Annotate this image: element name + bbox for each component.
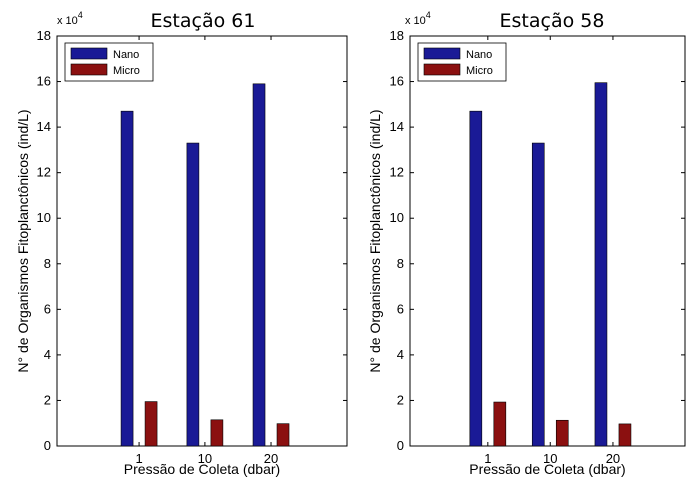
y-tick-label: 8 — [44, 256, 51, 271]
y-axis-label: N° de Organismos Fitoplanctônicos (ind/L… — [15, 109, 31, 372]
chart-title: Estação 61 — [151, 10, 256, 32]
y-tick-label: 6 — [44, 301, 51, 316]
y-tick-label: 10 — [390, 210, 404, 225]
y-tick-label: 12 — [37, 165, 51, 180]
bar-nano-20 — [252, 83, 266, 447]
x-tick-label: 10 — [543, 451, 557, 466]
bar-nano-1 — [120, 110, 134, 447]
axes-box — [409, 35, 686, 447]
y-axis-label: N° de Organismos Fitoplanctônicos (ind/L… — [367, 109, 383, 372]
y-tick-label: 16 — [37, 74, 51, 89]
y-tick-label: 0 — [44, 438, 51, 453]
x-tick-label: 10 — [198, 451, 212, 466]
y-exponent-power: 4 — [426, 10, 431, 20]
legend-label-micro: Micro — [466, 65, 493, 77]
legend-label-nano: Nano — [466, 49, 492, 61]
x-tick-label: 20 — [606, 451, 620, 466]
bar-nano-10 — [186, 142, 200, 447]
legend-label-nano: Nano — [113, 49, 139, 61]
bar-micro-20 — [618, 423, 632, 447]
bar-nano-10 — [531, 142, 545, 447]
legend-swatch-micro — [70, 63, 108, 76]
y-exponent: x 104 — [405, 10, 431, 27]
y-exponent-base: x 10 — [57, 15, 78, 27]
legend-swatch-nano — [423, 47, 461, 60]
x-axis-label: Pressão de Coleta (dbar) — [469, 461, 625, 477]
bar-micro-10 — [555, 419, 569, 447]
y-tick-label: 12 — [390, 165, 404, 180]
y-tick-label: 14 — [390, 119, 404, 134]
bar-micro-20 — [276, 423, 290, 447]
x-tick-label: 20 — [264, 451, 278, 466]
bar-nano-20 — [594, 82, 608, 447]
legend-swatch-micro — [423, 63, 461, 76]
y-exponent: x 104 — [57, 10, 83, 27]
y-exponent-base: x 10 — [405, 15, 426, 27]
y-tick-label: 4 — [44, 347, 51, 362]
y-tick-label: 4 — [397, 347, 404, 362]
y-tick-label: 0 — [397, 438, 404, 453]
y-tick-label: 8 — [397, 256, 404, 271]
y-tick-label: 18 — [390, 28, 404, 43]
chart-title: Estação 58 — [500, 10, 605, 32]
bar-micro-1 — [144, 401, 158, 447]
y-tick-label: 2 — [44, 392, 51, 407]
bar-micro-10 — [210, 419, 224, 447]
y-tick-label: 10 — [37, 210, 51, 225]
y-exponent-power: 4 — [78, 10, 83, 20]
x-tick-label: 1 — [135, 451, 142, 466]
x-axis-label: Pressão de Coleta (dbar) — [124, 461, 280, 477]
legend-label-micro: Micro — [113, 65, 140, 77]
bar-nano-1 — [469, 110, 483, 447]
bar-micro-1 — [493, 401, 507, 447]
y-tick-label: 6 — [397, 301, 404, 316]
y-tick-label: 18 — [37, 28, 51, 43]
x-tick-label: 1 — [484, 451, 491, 466]
axes-box — [56, 35, 348, 447]
y-tick-label: 14 — [37, 119, 51, 134]
y-tick-label: 16 — [390, 74, 404, 89]
legend-swatch-nano — [70, 47, 108, 60]
y-tick-label: 2 — [397, 392, 404, 407]
